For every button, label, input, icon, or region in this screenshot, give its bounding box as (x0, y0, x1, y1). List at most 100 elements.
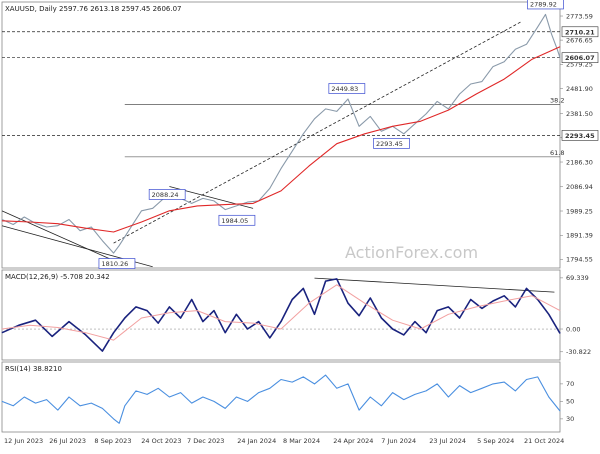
data-point (247, 401, 248, 402)
y-tick-label: 30 (566, 415, 574, 423)
data-point (537, 26, 538, 28)
data-point (68, 396, 70, 398)
data-point (559, 57, 561, 58)
data-point (531, 295, 533, 297)
y-tick-label: 2186.30 (566, 158, 593, 166)
x-tick-label: 8 Sep 2023 (94, 437, 131, 445)
data-point (90, 402, 92, 404)
trendline (113, 21, 522, 244)
data-point (85, 334, 86, 336)
data-point (202, 396, 204, 398)
data-point (202, 198, 204, 199)
data-point (1, 219, 3, 220)
data-point (515, 390, 516, 392)
panel-title: MACD(12,26,9) -5.708 20.342 (5, 273, 110, 281)
data-point (24, 396, 25, 398)
data-point (503, 295, 505, 297)
data-point (358, 125, 360, 127)
data-point (358, 315, 360, 317)
data-point (197, 205, 198, 207)
data-point (24, 216, 25, 218)
data-point (141, 210, 142, 212)
data-point (224, 408, 226, 409)
data-point (503, 78, 505, 80)
data-point (314, 383, 315, 385)
data-point (269, 387, 271, 389)
data-point (169, 396, 170, 398)
data-point (381, 130, 382, 132)
data-point (46, 226, 47, 228)
data-point (118, 245, 120, 246)
data-point (213, 310, 215, 311)
data-point (46, 399, 47, 400)
y-tick-label: 50 (566, 398, 574, 406)
data-point (492, 383, 494, 385)
data-point (157, 387, 159, 389)
data-point (459, 317, 460, 319)
data-point (57, 327, 59, 328)
data-point (146, 394, 148, 395)
data-point (559, 46, 561, 48)
data-point (403, 399, 405, 400)
data-point (392, 392, 393, 393)
data-point (336, 111, 338, 112)
data-point (481, 308, 483, 309)
annotation-box (328, 83, 366, 94)
data-point (436, 383, 438, 385)
data-point (85, 227, 86, 229)
data-point (258, 321, 259, 322)
price-tag-label: 2293.45 (565, 132, 595, 140)
data-point (135, 306, 137, 308)
data-point (118, 422, 120, 424)
data-point (347, 383, 349, 385)
x-tick-label: 21 Oct 2024 (524, 437, 564, 445)
data-point (381, 317, 382, 319)
panel-frame-0 (1, 1, 561, 269)
data-point (113, 339, 114, 341)
annotation-box (148, 189, 186, 200)
data-point (503, 381, 505, 383)
data-point (29, 325, 31, 326)
data-point (247, 201, 248, 203)
data-point (336, 143, 338, 145)
data-point (481, 81, 483, 82)
data-point (448, 306, 449, 308)
data-point (146, 310, 148, 311)
data-point (169, 210, 170, 212)
data-point (537, 376, 538, 378)
data-point (152, 208, 153, 209)
y-tick-label: 1794.55 (566, 256, 593, 264)
data-point (252, 322, 254, 324)
data-point (392, 125, 393, 127)
data-point (236, 313, 237, 315)
data-point (291, 381, 293, 383)
data-point (526, 288, 527, 289)
y-tick-label: -30.822 (566, 348, 591, 356)
data-point (347, 98, 349, 100)
data-point (448, 109, 449, 111)
panel-title: RSI(14) 38.8210 (5, 365, 62, 373)
data-point (191, 203, 193, 204)
data-point (303, 288, 304, 289)
data-point (420, 328, 421, 330)
trendline (314, 277, 555, 293)
data-point (68, 219, 70, 220)
data-point (135, 390, 137, 392)
data-point (403, 133, 405, 135)
y-tick-label: 2381.50 (566, 110, 593, 118)
x-tick-label: 12 Jun 2023 (4, 437, 43, 445)
data-point (236, 205, 237, 207)
data-point (68, 321, 70, 322)
data-point (470, 392, 472, 393)
x-tick-label: 7 Dec 2023 (187, 437, 224, 445)
data-point (369, 297, 371, 299)
data-point (280, 190, 282, 192)
data-point (1, 332, 3, 334)
panel-title: XAUUSD, Daily 2597.76 2613.18 2597.45 26… (5, 5, 182, 13)
data-point (381, 405, 382, 407)
data-point (79, 405, 81, 407)
data-point (280, 168, 282, 169)
data-point (481, 387, 483, 389)
